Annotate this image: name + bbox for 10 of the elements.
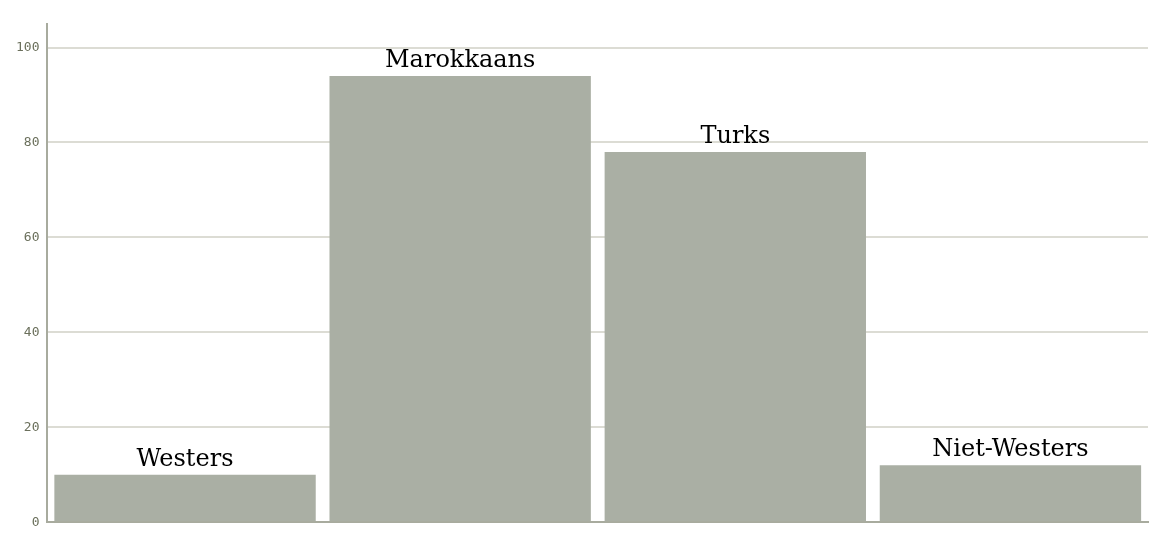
y-tick-label: 20 [23, 418, 40, 434]
x-tick-label: Turks [700, 121, 771, 150]
x-tick-label: Niet-Westers [932, 434, 1089, 463]
y-tick-label: 40 [23, 323, 40, 339]
y-tick-label: 0 [31, 513, 40, 529]
y-tick-label: 80 [23, 133, 40, 149]
y-tick-label: 100 [16, 38, 40, 54]
y-tick-label: 60 [23, 228, 40, 244]
x-tick-label: Westers [136, 443, 234, 472]
x-tick-label: Marokkaans [385, 45, 536, 74]
